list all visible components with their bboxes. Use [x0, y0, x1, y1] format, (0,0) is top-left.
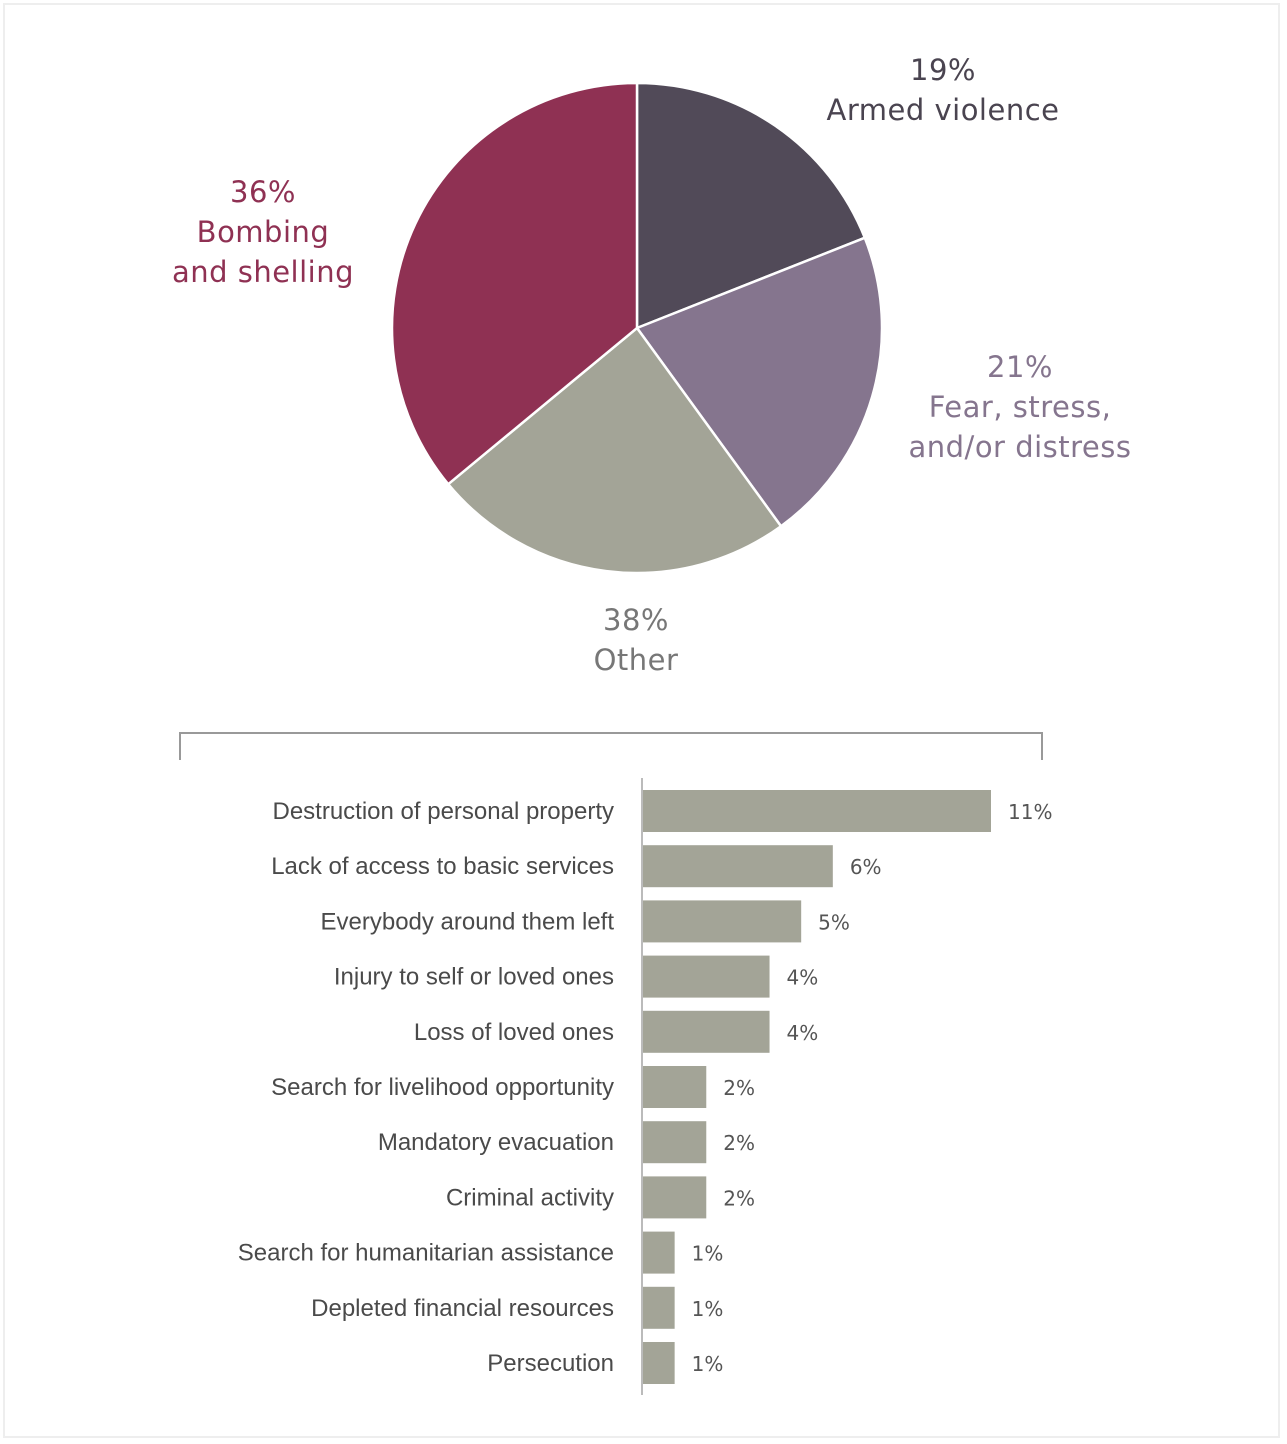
pie-label-other: Other: [594, 643, 679, 677]
pie-slice-other: [446, 326, 783, 575]
bar-category-label: Persecution: [487, 1350, 614, 1377]
pie-label-bombing-shelling: Bombing: [197, 215, 330, 249]
bar-chart: Destruction of personal property 11% Lack …: [238, 778, 1052, 1395]
pie-labels: 19% Armed violence 21% Fear, stress, and/or …: [172, 53, 1131, 677]
pie-slice-bombing-shelling: [390, 81, 639, 486]
bar-value-label: 1%: [692, 1352, 724, 1376]
pie-chart: [390, 81, 884, 575]
bar-category-label: Search for livelihood opportunity: [271, 1074, 614, 1101]
bar-category-label: Mandatory evacuation: [378, 1129, 614, 1156]
bar-value-label: 2%: [723, 1186, 755, 1210]
breakdown-bracket: [179, 732, 1043, 760]
pie-label-armed-violence: Armed violence: [827, 93, 1060, 127]
bar-value-label: 4%: [787, 1021, 819, 1045]
pie-label-pct-other: 38%: [603, 603, 669, 637]
bar-category-label: Injury to self or loved ones: [334, 964, 614, 991]
pie-slice-armed-violence: [635, 81, 867, 330]
chart-frame: [3, 3, 1280, 1438]
bar-value-label: 4%: [787, 966, 819, 990]
bar: [643, 1342, 675, 1384]
bar: [643, 1121, 707, 1164]
bar: [643, 845, 833, 888]
bar-value-label: 5%: [818, 910, 850, 934]
bar-category-label: Lack of access to basic services: [271, 853, 614, 880]
bar-category-label: Depleted financial resources: [311, 1295, 614, 1322]
bar-category-label: Search for humanitarian assistance: [238, 1240, 614, 1267]
bar-value-label: 1%: [692, 1297, 724, 1321]
bar: [643, 1286, 675, 1329]
bar: [643, 900, 802, 943]
bar-value-label: 11%: [1008, 800, 1052, 824]
bar-value-label: 2%: [723, 1131, 755, 1155]
bar-value-label: 6%: [850, 855, 882, 879]
bar-category-label: Criminal activity: [446, 1184, 614, 1211]
bar: [643, 790, 991, 832]
bar-value-label: 1%: [692, 1242, 724, 1266]
bar: [643, 1066, 707, 1108]
pie-slice-fear-stress-distress: [635, 236, 884, 528]
bar-value-label: 2%: [723, 1076, 755, 1100]
pie-label-bombing-shelling: and shelling: [172, 255, 354, 289]
pie-label-pct-bombing-shelling: 36%: [230, 175, 296, 209]
bar-category-label: Loss of loved ones: [414, 1019, 614, 1046]
bar: [643, 955, 770, 998]
pie-label-fear-stress-distress: Fear, stress,: [929, 390, 1112, 424]
bar: [643, 1010, 770, 1053]
bar: [643, 1231, 675, 1274]
pie-label-fear-stress-distress: and/or distress: [908, 430, 1131, 464]
pie-label-pct-fear-stress-distress: 21%: [987, 350, 1053, 384]
bar: [643, 1176, 707, 1219]
bar-category-label: Destruction of personal property: [272, 798, 614, 825]
bar-category-label: Everybody around them left: [321, 908, 615, 935]
pie-label-pct-armed-violence: 19%: [910, 53, 976, 87]
